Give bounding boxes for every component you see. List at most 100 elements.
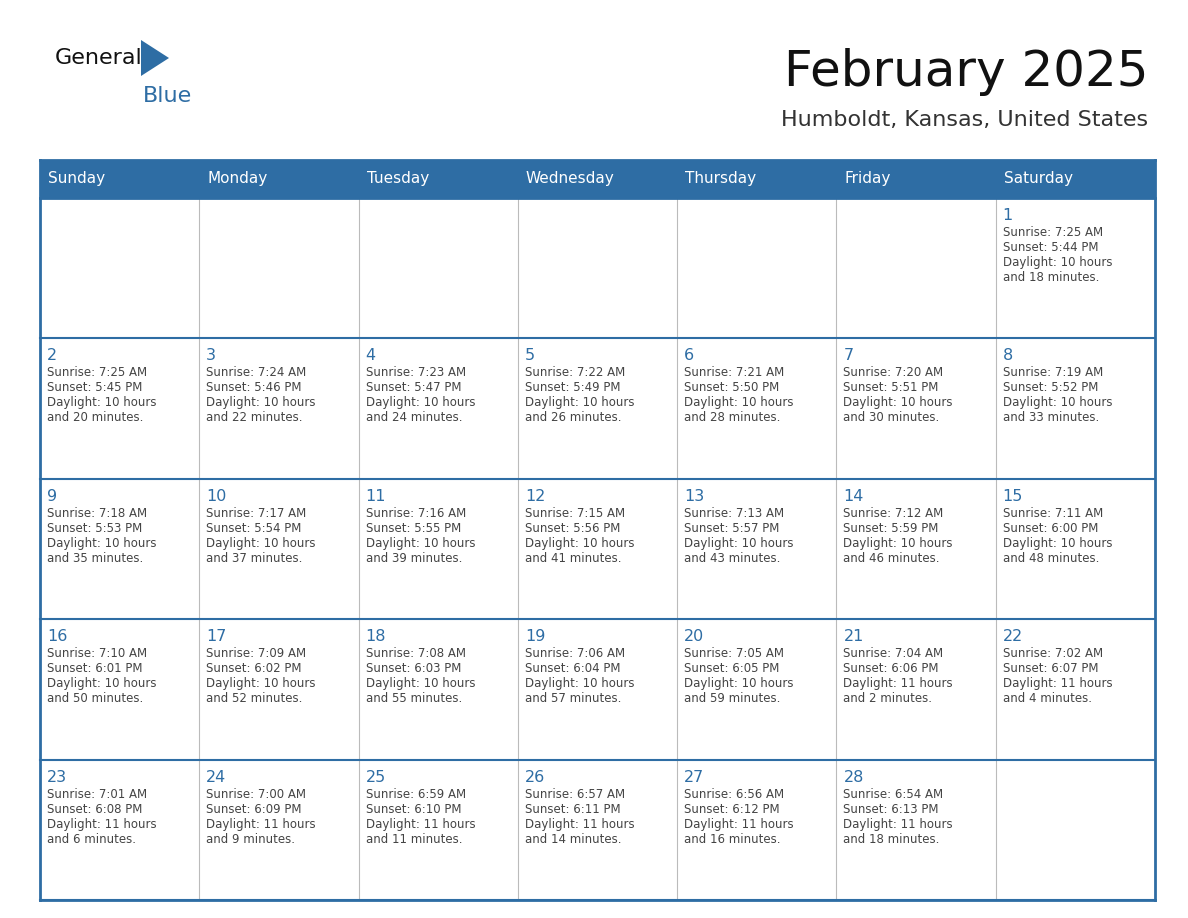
Text: Sunrise: 7:08 AM: Sunrise: 7:08 AM [366, 647, 466, 660]
Text: Daylight: 10 hours: Daylight: 10 hours [48, 397, 157, 409]
Text: Monday: Monday [207, 172, 267, 186]
Text: and 18 minutes.: and 18 minutes. [843, 833, 940, 845]
Text: Sunset: 5:54 PM: Sunset: 5:54 PM [207, 521, 302, 535]
Bar [359, 759, 518, 900]
Text: Daylight: 10 hours: Daylight: 10 hours [1003, 397, 1112, 409]
Text: Sunset: 5:44 PM: Sunset: 5:44 PM [1003, 241, 1098, 254]
Bar [677, 198, 836, 339]
Text: Sunset: 6:07 PM: Sunset: 6:07 PM [1003, 662, 1098, 676]
Text: Sunrise: 7:23 AM: Sunrise: 7:23 AM [366, 366, 466, 379]
Text: Sunrise: 7:06 AM: Sunrise: 7:06 AM [525, 647, 625, 660]
Text: Daylight: 10 hours: Daylight: 10 hours [1003, 256, 1112, 269]
Text: Daylight: 10 hours: Daylight: 10 hours [207, 537, 316, 550]
Bar [200, 198, 359, 339]
Text: 8: 8 [1003, 349, 1013, 364]
Bar [200, 759, 359, 900]
Text: 11: 11 [366, 488, 386, 504]
Text: Daylight: 10 hours: Daylight: 10 hours [684, 537, 794, 550]
Text: Sunrise: 7:01 AM: Sunrise: 7:01 AM [48, 788, 147, 800]
Text: Thursday: Thursday [685, 172, 757, 186]
Text: 17: 17 [207, 629, 227, 644]
Text: 3: 3 [207, 349, 216, 364]
Text: 27: 27 [684, 769, 704, 785]
Text: 7: 7 [843, 349, 853, 364]
Bar [836, 759, 996, 900]
Text: Friday: Friday [845, 172, 891, 186]
Text: Daylight: 11 hours: Daylight: 11 hours [684, 818, 794, 831]
Text: Sunrise: 7:22 AM: Sunrise: 7:22 AM [525, 366, 625, 379]
Text: 28: 28 [843, 769, 864, 785]
Bar [40, 759, 200, 900]
Text: Sunrise: 7:25 AM: Sunrise: 7:25 AM [48, 366, 147, 379]
Text: Sunset: 6:10 PM: Sunset: 6:10 PM [366, 802, 461, 815]
Text: Sunset: 5:55 PM: Sunset: 5:55 PM [366, 521, 461, 535]
Bar [996, 198, 1155, 339]
Text: and 41 minutes.: and 41 minutes. [525, 552, 621, 565]
Text: and 43 minutes.: and 43 minutes. [684, 552, 781, 565]
Text: Sunset: 5:50 PM: Sunset: 5:50 PM [684, 381, 779, 395]
Text: Sunrise: 7:10 AM: Sunrise: 7:10 AM [48, 647, 147, 660]
Bar [518, 339, 677, 479]
Text: Sunset: 5:51 PM: Sunset: 5:51 PM [843, 381, 939, 395]
Text: 5: 5 [525, 349, 535, 364]
Text: Blue: Blue [143, 86, 192, 106]
Text: and 48 minutes.: and 48 minutes. [1003, 552, 1099, 565]
Text: and 52 minutes.: and 52 minutes. [207, 692, 303, 705]
Bar [200, 339, 359, 479]
Text: Sunrise: 7:16 AM: Sunrise: 7:16 AM [366, 507, 466, 520]
Text: Sunrise: 6:54 AM: Sunrise: 6:54 AM [843, 788, 943, 800]
Text: Sunset: 5:47 PM: Sunset: 5:47 PM [366, 381, 461, 395]
Text: Sunset: 5:52 PM: Sunset: 5:52 PM [1003, 381, 1098, 395]
Text: 21: 21 [843, 629, 864, 644]
Text: Sunrise: 7:05 AM: Sunrise: 7:05 AM [684, 647, 784, 660]
Bar [996, 759, 1155, 900]
Text: Sunset: 5:57 PM: Sunset: 5:57 PM [684, 521, 779, 535]
Text: Daylight: 10 hours: Daylight: 10 hours [48, 677, 157, 690]
Text: 16: 16 [48, 629, 68, 644]
Text: Daylight: 10 hours: Daylight: 10 hours [525, 677, 634, 690]
Polygon shape [141, 40, 169, 76]
Text: and 55 minutes.: and 55 minutes. [366, 692, 462, 705]
Bar [996, 620, 1155, 759]
Text: Sunrise: 7:15 AM: Sunrise: 7:15 AM [525, 507, 625, 520]
Text: and 20 minutes.: and 20 minutes. [48, 411, 144, 424]
Bar [359, 620, 518, 759]
Text: Sunrise: 7:19 AM: Sunrise: 7:19 AM [1003, 366, 1102, 379]
Text: and 26 minutes.: and 26 minutes. [525, 411, 621, 424]
Text: Daylight: 10 hours: Daylight: 10 hours [366, 537, 475, 550]
Bar [836, 620, 996, 759]
Bar [836, 339, 996, 479]
Text: Sunset: 5:59 PM: Sunset: 5:59 PM [843, 521, 939, 535]
Text: Sunset: 6:13 PM: Sunset: 6:13 PM [843, 802, 939, 815]
Text: Sunrise: 7:17 AM: Sunrise: 7:17 AM [207, 507, 307, 520]
Bar [518, 479, 677, 620]
Text: Daylight: 11 hours: Daylight: 11 hours [843, 818, 953, 831]
Text: and 30 minutes.: and 30 minutes. [843, 411, 940, 424]
Text: Sunset: 5:46 PM: Sunset: 5:46 PM [207, 381, 302, 395]
Text: Daylight: 11 hours: Daylight: 11 hours [843, 677, 953, 690]
Text: Sunset: 6:08 PM: Sunset: 6:08 PM [48, 802, 143, 815]
Text: Sunrise: 6:57 AM: Sunrise: 6:57 AM [525, 788, 625, 800]
Text: Sunset: 6:11 PM: Sunset: 6:11 PM [525, 802, 620, 815]
Text: Daylight: 11 hours: Daylight: 11 hours [366, 818, 475, 831]
Text: Daylight: 10 hours: Daylight: 10 hours [207, 677, 316, 690]
Text: and 22 minutes.: and 22 minutes. [207, 411, 303, 424]
Text: Sunset: 5:49 PM: Sunset: 5:49 PM [525, 381, 620, 395]
Text: 22: 22 [1003, 629, 1023, 644]
Text: and 59 minutes.: and 59 minutes. [684, 692, 781, 705]
Bar [40, 620, 200, 759]
Text: 25: 25 [366, 769, 386, 785]
Text: and 35 minutes.: and 35 minutes. [48, 552, 144, 565]
Text: 4: 4 [366, 349, 375, 364]
Text: Daylight: 10 hours: Daylight: 10 hours [843, 397, 953, 409]
Text: Daylight: 11 hours: Daylight: 11 hours [207, 818, 316, 831]
Text: and 39 minutes.: and 39 minutes. [366, 552, 462, 565]
Bar [40, 160, 1155, 198]
Text: and 6 minutes.: and 6 minutes. [48, 833, 135, 845]
Text: Sunset: 5:45 PM: Sunset: 5:45 PM [48, 381, 143, 395]
Text: Sunset: 6:05 PM: Sunset: 6:05 PM [684, 662, 779, 676]
Text: and 46 minutes.: and 46 minutes. [843, 552, 940, 565]
Text: Sunset: 6:04 PM: Sunset: 6:04 PM [525, 662, 620, 676]
Text: 9: 9 [48, 488, 57, 504]
Text: Sunrise: 6:56 AM: Sunrise: 6:56 AM [684, 788, 784, 800]
